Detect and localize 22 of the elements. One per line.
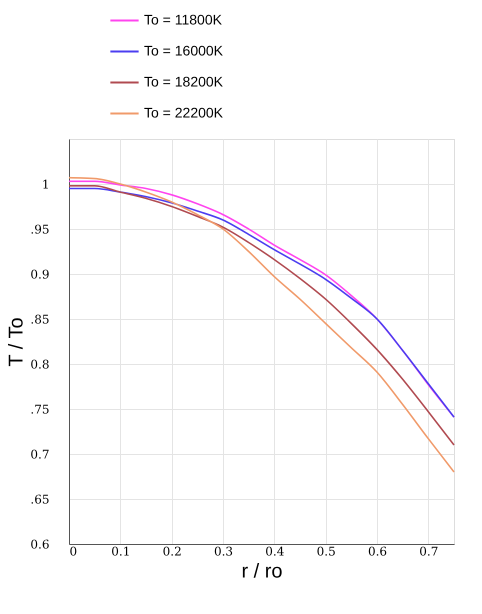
x-tick-label: 0.6 (368, 544, 388, 558)
legend-label: To = 22200K (144, 104, 224, 120)
y-tick-label: .75 (30, 402, 50, 416)
y-tick-label: 0.8 (30, 358, 50, 372)
y-tick-label: .65 (30, 492, 50, 506)
x-tick-label: 0.4 (265, 544, 285, 558)
x-tick-label: 0 (70, 544, 78, 558)
x-tick-label: 0.5 (316, 544, 336, 558)
legend-label: To = 18200K (144, 74, 224, 90)
x-axis-title: r / ro (241, 560, 283, 582)
legend-label: To = 16000K (144, 42, 224, 58)
y-tick-label: .95 (30, 222, 50, 236)
x-tick-label: 0.1 (111, 544, 130, 558)
x-tick-label: 0.7 (419, 544, 438, 558)
legend-label: To = 11800K (144, 12, 223, 28)
y-axis-title: T / To (5, 317, 28, 367)
x-tick-label: 0.2 (162, 544, 182, 558)
y-tick-label: .85 (30, 312, 50, 326)
y-tick-label: 1 (42, 178, 50, 192)
x-tick-label: 0.3 (214, 544, 234, 558)
y-tick-label: 0.9 (30, 268, 50, 282)
y-tick-label: 0.7 (30, 448, 50, 462)
